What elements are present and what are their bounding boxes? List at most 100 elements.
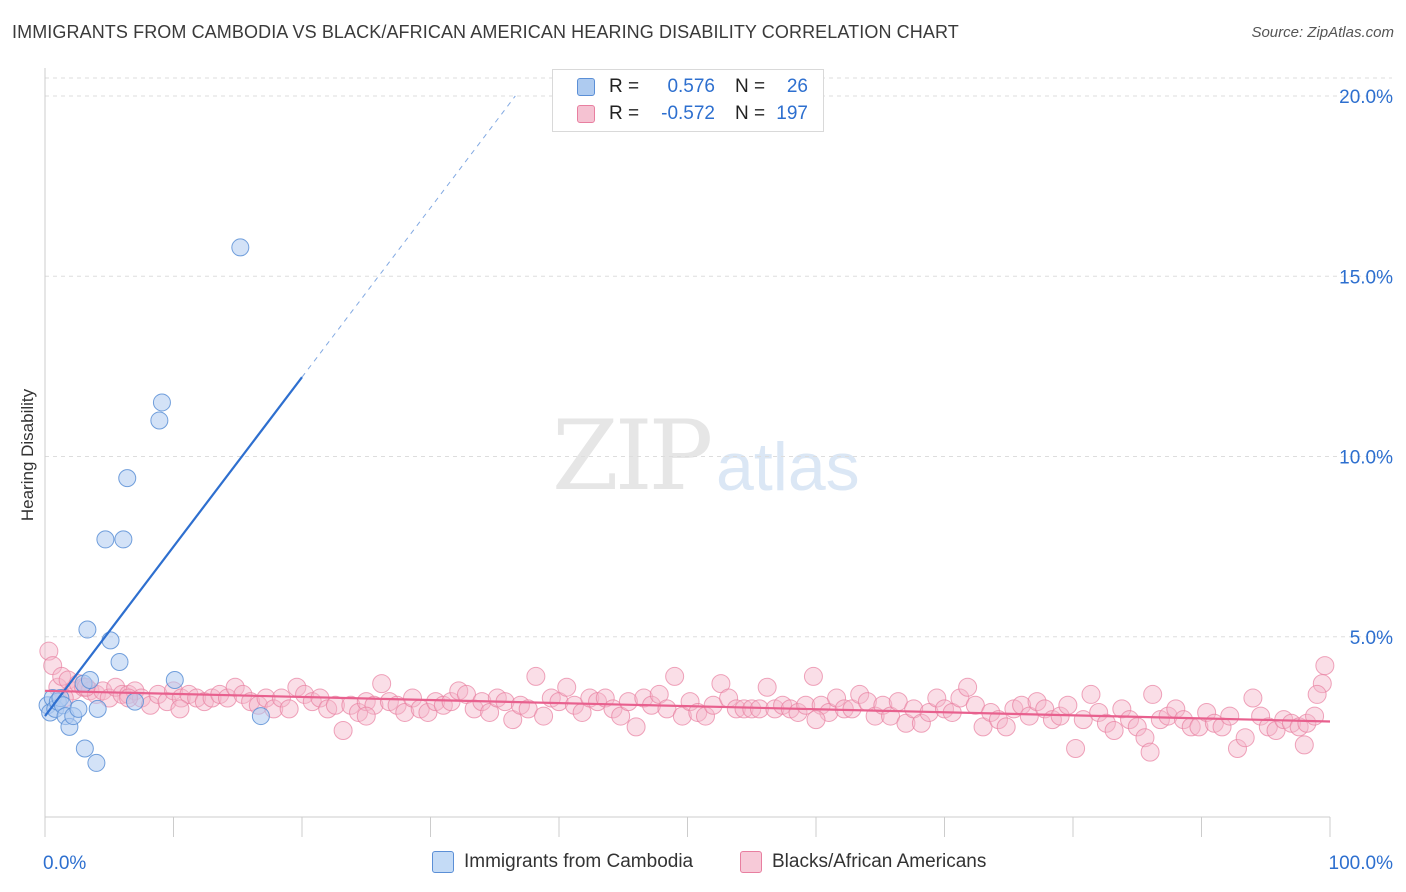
grid-lines bbox=[45, 77, 1392, 638]
legend-cambodia-label: Immigrants from Cambodia bbox=[464, 851, 694, 872]
black-point bbox=[418, 702, 438, 722]
black-point bbox=[1135, 728, 1155, 748]
n-label: N = bbox=[735, 103, 766, 124]
cambodia-point bbox=[101, 631, 120, 650]
cambodia-point bbox=[78, 620, 97, 639]
y-tick-label: 10.0% bbox=[1339, 448, 1393, 469]
stats-box: R = 0.576 N = 26 R = -0.572 N = 197 bbox=[552, 69, 824, 132]
black-point bbox=[52, 666, 72, 686]
black-point bbox=[1307, 684, 1327, 704]
black-point bbox=[1058, 695, 1078, 715]
tick-labels: 5.0% 10.0% 15.0% 20.0% 0.0% 100.0% bbox=[43, 87, 1393, 874]
black-point bbox=[1227, 739, 1247, 759]
black-point bbox=[526, 666, 546, 686]
black-point bbox=[170, 699, 190, 719]
cambodia-swatch bbox=[577, 78, 595, 96]
legend-black-label: Blacks/African Americans bbox=[772, 851, 987, 872]
legend-item-black: Blacks/African Americans bbox=[740, 851, 986, 873]
black-swatch bbox=[577, 105, 595, 123]
y-tick-label: 20.0% bbox=[1339, 87, 1393, 108]
black-point bbox=[256, 688, 276, 708]
black-point bbox=[803, 666, 823, 686]
black-point bbox=[217, 688, 237, 708]
cambodia-point bbox=[118, 469, 137, 488]
black-point bbox=[996, 717, 1016, 737]
black-point bbox=[703, 695, 723, 715]
cambodia-point bbox=[88, 699, 107, 718]
black-point bbox=[726, 699, 746, 719]
black-point bbox=[564, 695, 584, 715]
x-tick-label-min: 0.0% bbox=[43, 853, 86, 874]
y-tick-label: 5.0% bbox=[1350, 628, 1393, 649]
black-point bbox=[1174, 710, 1194, 730]
black-point bbox=[356, 706, 376, 726]
black-n-value: 197 bbox=[776, 103, 808, 124]
black-point bbox=[757, 677, 777, 697]
cambodia-point bbox=[96, 530, 115, 549]
black-point bbox=[93, 681, 113, 701]
cambodia-point bbox=[251, 707, 270, 726]
black-point bbox=[372, 674, 392, 694]
black-point bbox=[595, 688, 615, 708]
black-point bbox=[1197, 702, 1217, 722]
black-point bbox=[634, 688, 654, 708]
black-point bbox=[279, 699, 299, 719]
black-trend-line bbox=[44, 689, 1331, 723]
black-point bbox=[364, 695, 384, 715]
black-point bbox=[518, 699, 538, 719]
black-point bbox=[827, 688, 847, 708]
black-point bbox=[1243, 688, 1263, 708]
cambodia-point bbox=[125, 692, 144, 711]
black-point bbox=[665, 666, 685, 686]
black-point bbox=[557, 677, 577, 697]
cambodia-trend-line bbox=[44, 376, 303, 717]
black-point bbox=[911, 713, 931, 733]
black-points bbox=[39, 641, 1335, 762]
black-point bbox=[1066, 739, 1086, 759]
black-point bbox=[1315, 656, 1335, 676]
legend-cambodia-swatch bbox=[432, 851, 454, 873]
watermark-atlas: atlas bbox=[716, 429, 860, 505]
black-point bbox=[850, 684, 870, 704]
cambodia-point bbox=[165, 671, 184, 690]
black-point bbox=[950, 688, 970, 708]
black-point bbox=[1305, 706, 1325, 726]
black-point bbox=[1112, 699, 1132, 719]
stats-row-black: R = -0.572 N = 197 bbox=[577, 101, 808, 127]
r-label: R = bbox=[609, 103, 640, 124]
black-point bbox=[1027, 692, 1047, 712]
cambodia-point bbox=[231, 238, 250, 257]
cambodia-point bbox=[110, 652, 129, 671]
r-label: R = bbox=[609, 76, 640, 97]
cambodia-point bbox=[80, 671, 99, 690]
legend-black-swatch bbox=[740, 851, 762, 873]
black-point bbox=[618, 692, 638, 712]
cambodia-point bbox=[114, 530, 133, 549]
source-label: Source: ZipAtlas.com bbox=[1251, 24, 1394, 41]
black-point bbox=[1158, 706, 1178, 726]
cambodia-point bbox=[150, 411, 169, 430]
cambodia-n-value: 26 bbox=[786, 76, 808, 97]
black-r-value: -0.572 bbox=[661, 103, 715, 124]
cambodia-trend-extension bbox=[301, 95, 516, 378]
black-point bbox=[333, 720, 353, 740]
black-point bbox=[988, 710, 1008, 730]
black-point bbox=[341, 695, 361, 715]
n-label: N = bbox=[735, 76, 766, 97]
black-point bbox=[1120, 710, 1140, 730]
black-point bbox=[387, 695, 407, 715]
black-point bbox=[1081, 684, 1101, 704]
black-point bbox=[1104, 720, 1124, 740]
black-point bbox=[958, 677, 978, 697]
y-tick-label: 15.0% bbox=[1339, 267, 1393, 288]
black-point bbox=[39, 641, 59, 661]
chart-title: IMMIGRANTS FROM CAMBODIA VS BLACK/AFRICA… bbox=[12, 22, 959, 42]
black-point bbox=[1096, 713, 1116, 733]
black-point bbox=[534, 706, 554, 726]
black-point bbox=[295, 684, 315, 704]
cambodia-point bbox=[69, 699, 88, 718]
black-point bbox=[1266, 720, 1286, 740]
black-point bbox=[1140, 742, 1160, 762]
black-point bbox=[325, 695, 345, 715]
